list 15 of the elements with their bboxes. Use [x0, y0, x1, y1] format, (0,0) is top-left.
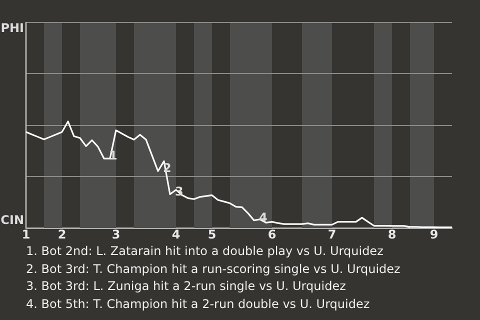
x-tick-label: 8	[388, 227, 396, 242]
text: 3. Bot 3rd: L. Zuniga hit a 2-run single vs U. Urquidez	[26, 278, 347, 295]
x-tick-label: 3	[112, 227, 120, 242]
x-tick-label: 7	[328, 227, 336, 242]
x-tick-label: 6	[268, 227, 276, 242]
text: 2. Bot 3rd: T. Champion hit a run-scoring single vs U. Urquidez	[26, 260, 400, 278]
x-tick-label: 2	[58, 227, 66, 242]
x-tick-label: 5	[208, 227, 216, 242]
text: 4. Bot 5th: T. Champion hit a 2-run double vs U. Urquidez	[26, 296, 371, 312]
x-tick-label: 1	[22, 227, 30, 242]
text: CIN	[0, 213, 24, 228]
x-tick-label: 9	[430, 227, 438, 242]
x-tick-label: 4	[172, 227, 180, 242]
text: PHI	[0, 21, 24, 36]
text: 1. Bot 2nd: L. Zatarain hit into a double play vs U. Urquidez	[26, 243, 384, 260]
